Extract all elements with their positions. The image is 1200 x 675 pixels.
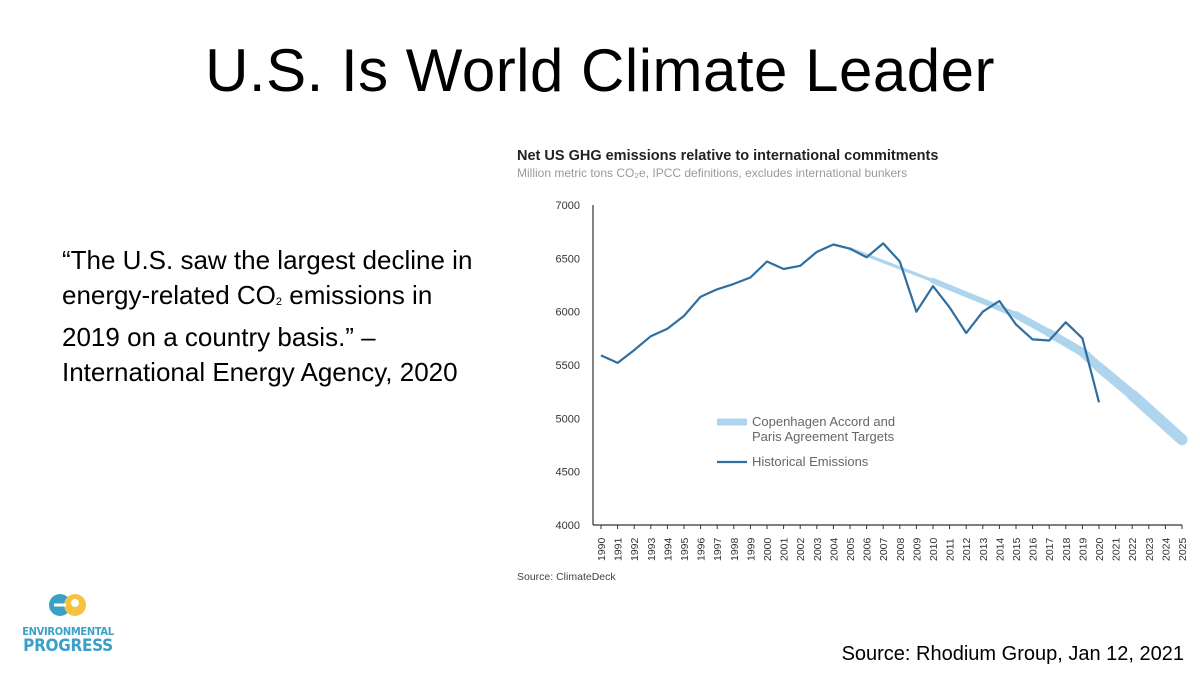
slide-source: Source: Rhodium Group, Jan 12, 2021 — [841, 643, 1184, 665]
ep-logo-icon — [49, 594, 86, 616]
legend-historical-label: Historical Emissions — [752, 454, 869, 469]
x-tick-label: 2018 — [1061, 537, 1073, 561]
x-tick-label: 1990 — [596, 537, 608, 561]
x-tick-label: 2025 — [1177, 537, 1189, 561]
y-tick-label: 6500 — [556, 253, 580, 265]
logo-line-1: ENVIRONMENTAL — [22, 625, 114, 638]
x-tick-label: 1994 — [662, 537, 674, 561]
legend-target-label-1: Copenhagen Accord and — [752, 414, 895, 429]
chart-axes: 4000 4500 5000 5500 6000 6500 7000 1990 1991 1992… — [556, 200, 1189, 561]
x-tick-label: 2007 — [878, 537, 890, 561]
chart-title: Net US GHG emissions relative to interna… — [517, 148, 938, 164]
target-band-segment — [930, 277, 1019, 318]
x-tick-label: 2020 — [1094, 537, 1106, 561]
x-tick-label: 1992 — [629, 537, 641, 561]
x-tick-label: 2015 — [1011, 537, 1023, 561]
slide-title: U.S. Is World Climate Leader — [205, 37, 995, 104]
x-tick-label: 1998 — [729, 537, 741, 561]
x-tick-label: 2023 — [1144, 537, 1156, 561]
y-tick-label: 5500 — [556, 360, 580, 372]
chart-series — [600, 242, 1188, 446]
logo-line-2: PROGRESS — [23, 636, 113, 656]
target-band-segment — [1012, 311, 1053, 337]
x-tick-label: 2008 — [895, 537, 907, 561]
x-tick-label: 2009 — [911, 537, 923, 561]
x-tick-label: 2002 — [795, 537, 807, 561]
y-tick-label: 4000 — [556, 520, 580, 532]
y-tick-label: 5000 — [556, 413, 580, 425]
x-tick-label: 2013 — [978, 537, 990, 561]
x-tick-label: 1997 — [712, 537, 724, 561]
x-tick-label: 2010 — [928, 537, 940, 561]
x-tick-label: 2001 — [779, 537, 791, 561]
x-tick-label: 2006 — [862, 537, 874, 561]
quote-subscript: 2 — [275, 296, 283, 308]
x-tick-label: 2021 — [1111, 537, 1123, 561]
quote-text: “The U.S. saw the largest decline in ene… — [62, 243, 492, 390]
x-tick-label: 2022 — [1127, 537, 1139, 561]
x-tick-label: 2014 — [994, 537, 1006, 561]
x-tick-label: 2016 — [1028, 537, 1040, 561]
x-tick-label: 1991 — [613, 537, 625, 561]
x-tick-label: 2005 — [845, 537, 857, 561]
chart-subtitle: Million metric tons CO₂e, IPCC definitio… — [517, 166, 907, 180]
x-tick-label: 2024 — [1160, 537, 1172, 561]
x-tick-label: 1996 — [696, 537, 708, 561]
quote-text-part-2: emissions in 2019 on a country basis.” –… — [62, 280, 458, 387]
y-tick-label: 4500 — [556, 467, 580, 479]
y-tick-label: 6000 — [556, 307, 580, 319]
target-band-segment — [848, 247, 935, 283]
x-tick-label: 2003 — [812, 537, 824, 561]
x-tick-label: 1999 — [745, 537, 757, 561]
x-tick-label: 2012 — [961, 537, 973, 561]
environmental-progress-logo: ENVIRONMENTAL PROGRESS — [20, 592, 116, 655]
x-tick-label: 2017 — [1044, 537, 1056, 561]
x-tick-label: 1993 — [646, 537, 658, 561]
x-tick-label: 2011 — [945, 538, 957, 561]
x-tick-label: 2019 — [1077, 537, 1089, 561]
historical-emissions-line — [600, 242, 1101, 403]
legend-target-label-2: Paris Agreement Targets — [752, 429, 895, 444]
chart-legend: Copenhagen Accord and Paris Agreement Ta… — [717, 414, 895, 469]
quote-text-part-1: “The U.S. saw the largest decline in ene… — [62, 245, 473, 310]
x-tick-label: 2000 — [762, 537, 774, 561]
y-tick-label: 7000 — [556, 200, 580, 212]
target-band-segment — [1094, 362, 1138, 400]
x-tick-label: 1995 — [679, 537, 691, 561]
chart-source: Source: ClimateDeck — [517, 571, 616, 583]
target-band-segment — [1126, 389, 1188, 446]
target-band-segment — [1044, 328, 1087, 357]
x-tick-label: 2004 — [828, 537, 840, 561]
